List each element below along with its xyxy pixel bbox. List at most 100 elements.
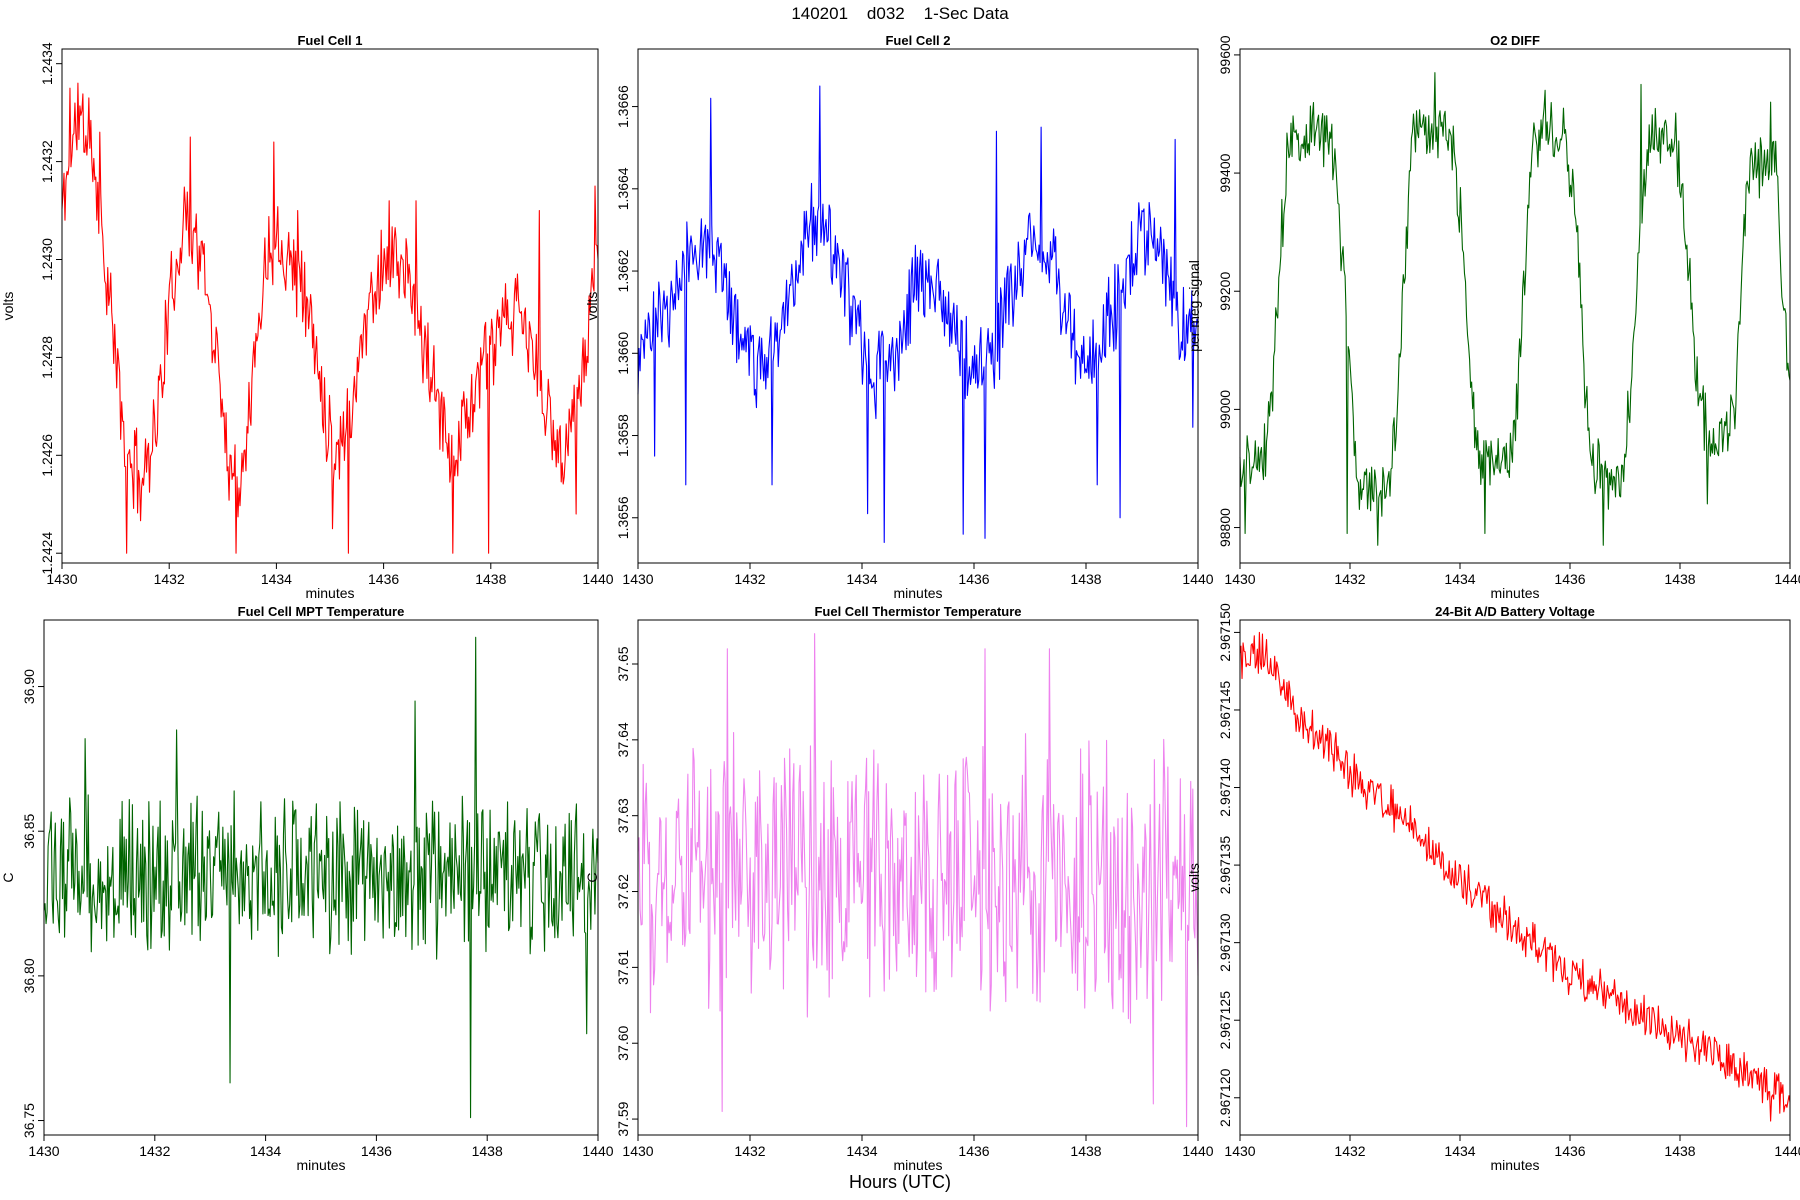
y-tick-label: 37.60 [615, 1026, 631, 1061]
y-axis-label: per meg signal [1186, 260, 1202, 352]
x-tick-label: 1434 [846, 571, 877, 587]
y-tick-label: 2.967125 [1217, 991, 1233, 1050]
y-tick-label: 2.967135 [1217, 836, 1233, 895]
x-tick-label: 1440 [1182, 571, 1213, 587]
x-axis-label: minutes [1490, 1157, 1539, 1173]
x-tick-label: 1440 [582, 571, 613, 587]
x-tick-label: 1432 [734, 571, 765, 587]
x-tick-label: 1430 [28, 1143, 59, 1159]
y-tick-label: 36.80 [21, 958, 37, 993]
y-axis-label: volts [1186, 863, 1202, 892]
chart-panel-2: Fuel Cell 2 1430 1432 1434 1436 1438 1440 minut… [584, 33, 1214, 601]
y-tick-label: 1.3658 [615, 414, 631, 457]
x-tick-label: 1440 [1182, 1143, 1213, 1159]
x-tick-label: 1434 [1444, 1143, 1475, 1159]
y-tick-label: 1.2434 [39, 42, 55, 85]
y-tick-label: 1.2430 [39, 238, 55, 281]
figure-xlabel: Hours (UTC) [849, 1172, 951, 1192]
y-axis-label: C [0, 872, 16, 882]
y-tick-label: 1.3662 [615, 249, 631, 292]
y-tick-label: 2.967120 [1217, 1068, 1233, 1127]
x-axis-label: minutes [305, 585, 354, 601]
x-tick-label: 1432 [1334, 571, 1365, 587]
chart-title: 24-Bit A/D Battery Voltage [1435, 604, 1595, 619]
chart-title: Fuel Cell Thermistor Temperature [814, 604, 1021, 619]
y-axis-label: C [584, 872, 600, 882]
x-axis-label: minutes [893, 585, 942, 601]
y-tick-label: 1.3664 [615, 167, 631, 210]
x-tick-label: 1434 [846, 1143, 877, 1159]
y-tick-label: 1.2426 [39, 434, 55, 477]
y-tick-label: 2.967145 [1217, 681, 1233, 740]
series-line [1239, 631, 1791, 1122]
x-tick-label: 1430 [1224, 571, 1255, 587]
x-axis-label: minutes [893, 1157, 942, 1173]
y-tick-label: 37.61 [615, 950, 631, 985]
y-axis-label: volts [584, 292, 600, 321]
chart-panels: Fuel Cell 1 1430 1432 1434 1436 1438 1440 minut… [0, 33, 1800, 1173]
chart-title: O2 DIFF [1490, 33, 1540, 48]
x-tick-label: 1438 [1664, 1143, 1695, 1159]
x-tick-label: 1432 [1334, 1143, 1365, 1159]
x-axis-label: minutes [296, 1157, 345, 1173]
chart-panel-3: O2 DIFF 1430 1432 1434 1436 1438 1440 minutes 98… [1186, 33, 1800, 601]
x-tick-label: 1434 [261, 571, 292, 587]
chart-title: Fuel Cell MPT Temperature [238, 604, 405, 619]
y-tick-label: 37.63 [615, 798, 631, 833]
y-tick-label: 1.2432 [39, 140, 55, 183]
series-line [1239, 72, 1791, 546]
x-tick-label: 1440 [1774, 571, 1800, 587]
x-axis-label: minutes [1490, 585, 1539, 601]
series-line [637, 85, 1199, 543]
x-tick-label: 1430 [622, 1143, 653, 1159]
y-tick-label: 99400 [1217, 153, 1233, 192]
x-tick-label: 1438 [1070, 1143, 1101, 1159]
x-tick-label: 1436 [958, 571, 989, 587]
x-tick-label: 1436 [1554, 1143, 1585, 1159]
y-tick-label: 1.3660 [615, 332, 631, 375]
y-tick-label: 98800 [1217, 508, 1233, 547]
x-tick-label: 1432 [139, 1143, 170, 1159]
y-tick-label: 99000 [1217, 390, 1233, 429]
y-tick-label: 1.3656 [615, 496, 631, 539]
y-axis-label: volts [0, 292, 16, 321]
y-tick-label: 99600 [1217, 35, 1233, 74]
x-tick-label: 1434 [250, 1143, 281, 1159]
chart-title: Fuel Cell 1 [297, 33, 362, 48]
plot-frame [637, 48, 1199, 564]
x-tick-label: 1436 [368, 571, 399, 587]
y-tick-label: 36.90 [21, 669, 37, 704]
y-tick-label: 36.85 [21, 813, 37, 848]
x-tick-label: 1430 [46, 571, 77, 587]
x-tick-label: 1438 [475, 571, 506, 587]
chart-panel-4: Fuel Cell MPT Temperature 1430 1432 1434 143… [0, 604, 614, 1173]
plot-frame [637, 619, 1199, 1136]
chart-title: Fuel Cell 2 [885, 33, 950, 48]
series-line [637, 633, 1199, 1128]
x-tick-label: 1432 [734, 1143, 765, 1159]
figure-title: 140201 d032 1-Sec Data [791, 4, 1009, 23]
y-tick-label: 2.967140 [1217, 758, 1233, 817]
y-tick-label: 37.62 [615, 874, 631, 909]
x-tick-label: 1430 [1224, 1143, 1255, 1159]
x-tick-label: 1432 [154, 571, 185, 587]
y-tick-label: 37.64 [615, 722, 631, 757]
plot-frame [61, 48, 599, 564]
series-line [43, 636, 599, 1119]
x-tick-label: 1436 [1554, 571, 1585, 587]
y-tick-label: 99200 [1217, 272, 1233, 311]
x-tick-label: 1434 [1444, 571, 1475, 587]
y-tick-label: 37.65 [615, 646, 631, 681]
x-tick-label: 1436 [958, 1143, 989, 1159]
x-tick-label: 1438 [1664, 571, 1695, 587]
series-line [61, 82, 599, 554]
chart-panel-1: Fuel Cell 1 1430 1432 1434 1436 1438 1440 minut… [0, 33, 614, 601]
x-tick-label: 1436 [361, 1143, 392, 1159]
plot-frame [1239, 48, 1791, 564]
y-tick-label: 36.75 [21, 1103, 37, 1138]
y-tick-label: 1.3666 [615, 85, 631, 128]
x-tick-label: 1440 [582, 1143, 613, 1159]
chart-panel-6: 24-Bit A/D Battery Voltage 1430 1432 1434 14… [1186, 603, 1800, 1173]
plot-frame [43, 619, 599, 1136]
